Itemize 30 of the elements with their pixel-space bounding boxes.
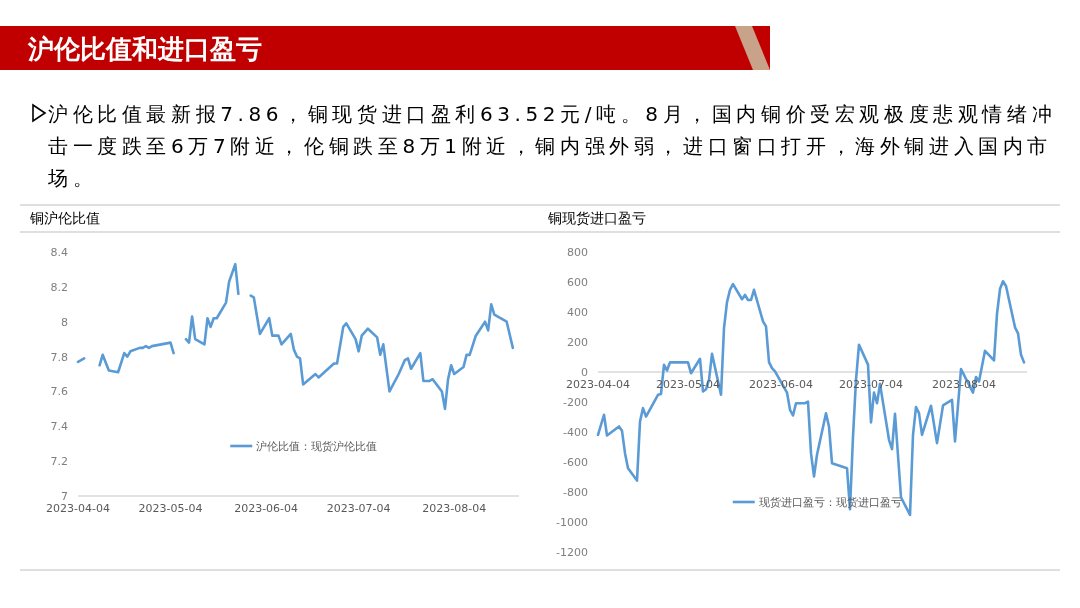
x-tick-label: 2023-05-04 bbox=[138, 502, 203, 515]
y-tick-label: 7.4 bbox=[50, 420, 68, 434]
y-tick-label: 7.2 bbox=[50, 455, 68, 469]
y-tick-label: -200 bbox=[563, 396, 588, 409]
text: 沪伦比值最新报7.86，铜现货进口盈利63.52元/吨。8月，国内铜价受宏观极度悲观情绪冲击一度跌至6万7附近，伦铜跌至8万1附近，铜内强外弱，进口窗口打开，海外铜进入国内市场。 bbox=[48, 101, 1058, 192]
y-tick-label: 200 bbox=[567, 336, 588, 349]
x-tick-label: 2023-06-04 bbox=[234, 502, 299, 515]
legend-label: 沪伦比值：现货沪伦比值 bbox=[256, 440, 378, 453]
y-tick-label: 8.2 bbox=[50, 280, 68, 294]
x-tick-label: 2023-04-04 bbox=[46, 502, 110, 515]
y-tick-label: 8 bbox=[61, 315, 68, 329]
y-tick-label: 7.8 bbox=[50, 350, 68, 364]
y-tick-label: -1200 bbox=[556, 546, 588, 559]
y-tick-label: 8.4 bbox=[50, 246, 68, 259]
x-tick-label: 2023-08-04 bbox=[422, 502, 487, 515]
y-tick-label: -400 bbox=[563, 426, 588, 439]
y-tick-label: 800 bbox=[567, 246, 588, 259]
y-tick-label: 0 bbox=[581, 366, 588, 379]
chart-title: 铜现货进口盈亏 bbox=[547, 210, 646, 226]
y-tick-label: -1000 bbox=[556, 516, 588, 529]
y-tick-label: 7.6 bbox=[50, 385, 68, 399]
chart-title: 铜沪伦比值 bbox=[29, 210, 100, 226]
y-tick-label: 600 bbox=[567, 276, 588, 289]
text: 沪伦比值和进口盈亏 bbox=[27, 34, 262, 64]
y-tick-label: -800 bbox=[563, 486, 588, 499]
y-tick-label: -600 bbox=[563, 456, 588, 469]
y-tick-label: 400 bbox=[567, 306, 588, 319]
x-tick-label: 2023-04-04 bbox=[566, 378, 630, 391]
x-tick-label: 2023-07-04 bbox=[326, 502, 391, 515]
y-tick-label: 7 bbox=[61, 490, 68, 503]
